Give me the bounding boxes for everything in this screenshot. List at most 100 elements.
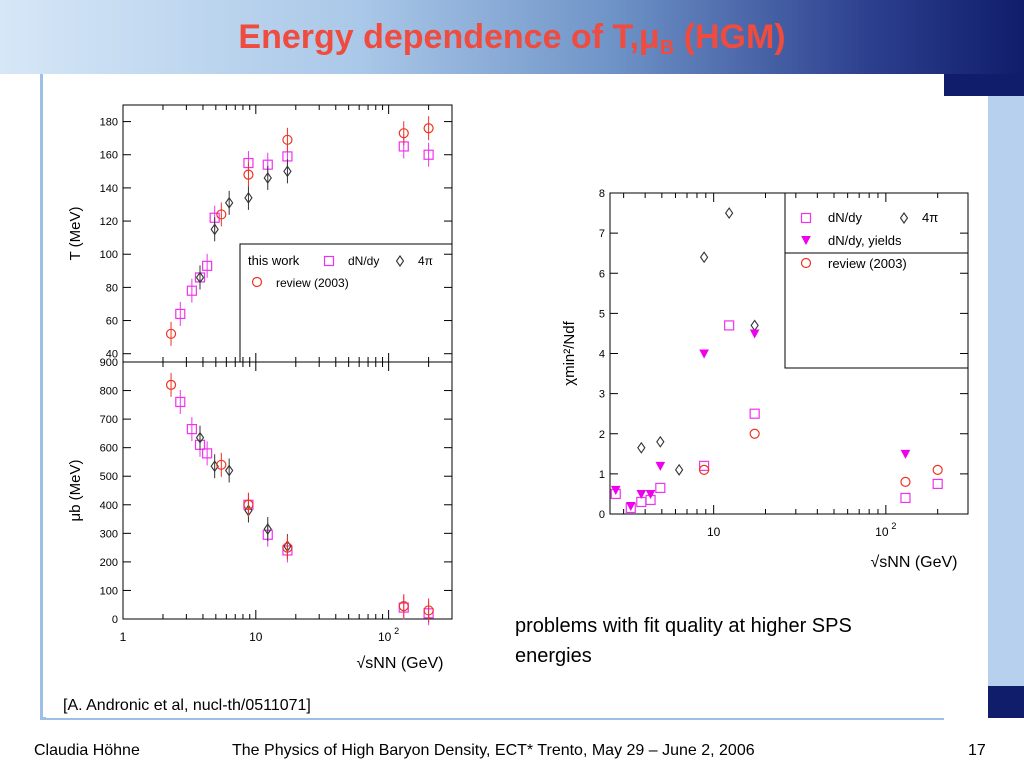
chart-right-frame: [609, 192, 969, 515]
data-point: [423, 605, 434, 616]
data-point: [282, 134, 293, 145]
y-tick-label: 500: [100, 471, 118, 483]
legend-label: dN/dy: [348, 254, 379, 268]
legend-marker: [251, 276, 263, 288]
data-point: [202, 448, 213, 459]
data-point: [749, 428, 760, 439]
data-point: [210, 223, 219, 236]
data-point: [932, 478, 943, 490]
data-point: [749, 329, 760, 339]
title-subscript: B: [659, 37, 675, 59]
data-point: [699, 349, 709, 359]
data-point: [224, 464, 234, 477]
footer-author: Claudia Höhne: [34, 742, 140, 759]
y-tick-label: 80: [106, 282, 118, 294]
legend-box: [784, 193, 968, 369]
data-point: [645, 489, 656, 500]
x-tick-label: 10: [875, 525, 889, 539]
title-bar: [0, 0, 1024, 74]
data-point: [900, 492, 911, 504]
y-tick-label: 900: [100, 357, 118, 369]
legend-marker: [800, 257, 812, 269]
content-frame: [40, 74, 944, 720]
y-tick-label: 700: [100, 414, 118, 426]
y-tick-label: 1: [599, 469, 605, 481]
x-tick-label: 10: [378, 630, 392, 644]
data-point: [244, 191, 253, 204]
legend-label: 4π: [418, 254, 433, 268]
y-tick-label: 60: [106, 316, 118, 328]
data-point: [216, 459, 227, 470]
reference-text: [A. Andronic et al, nucl-th/0511071]: [63, 697, 311, 714]
data-point: [195, 431, 205, 444]
y-tick-label: 4: [599, 349, 605, 361]
y-tick-label: 2: [599, 429, 605, 441]
legend-box: [239, 243, 452, 362]
y-tick-label: 8: [599, 188, 605, 200]
legend-label: dN/dy: [828, 210, 862, 225]
data-point: [202, 260, 213, 271]
data-point: [186, 285, 197, 296]
legend-marker: [323, 255, 335, 267]
slide-title: Energy dependence of T,μB (HGM): [0, 18, 1024, 60]
y-axis-title: χmin²/Ndf: [561, 320, 578, 385]
x-tick-label-exponent: 2: [394, 626, 399, 636]
data-point: [724, 207, 734, 220]
data-point: [243, 169, 254, 180]
legend-marker: [899, 212, 909, 224]
y-tick-label: 800: [100, 386, 118, 398]
title-main: Energy dependence of T,μ: [238, 18, 660, 56]
y-tick-label: 40: [106, 349, 118, 361]
y-tick-label: 600: [100, 443, 118, 455]
data-point: [636, 489, 647, 500]
data-point: [216, 209, 227, 220]
data-point: [263, 523, 272, 536]
x-tick-label-exponent: 2: [891, 521, 896, 531]
data-point: [932, 464, 943, 475]
data-point: [674, 463, 684, 476]
data-point: [175, 396, 186, 408]
y-tick-label: 400: [100, 500, 118, 512]
data-point: [655, 482, 666, 494]
y-tick-label: 6: [599, 268, 605, 280]
x-tick-label: 10: [249, 630, 263, 644]
data-point: [637, 441, 646, 454]
data-point: [900, 476, 911, 487]
data-point: [398, 128, 409, 139]
legend-marker: [395, 255, 405, 267]
comment-text: problems with fit quality at higher SPS …: [515, 615, 852, 667]
data-point: [165, 379, 177, 390]
data-point: [224, 196, 234, 209]
data-point: [749, 408, 760, 419]
legend-label: review (2003): [828, 256, 907, 271]
x-axis-title: √sNN (GeV): [356, 655, 443, 672]
y-tick-label: 7: [599, 228, 605, 240]
y-tick-label: 180: [100, 117, 118, 129]
legend-label: review (2003): [276, 276, 349, 290]
y-tick-label: 3: [599, 389, 605, 401]
y-tick-label: 0: [112, 614, 118, 626]
legend-title: this work: [248, 253, 300, 268]
data-point: [625, 501, 636, 512]
data-point: [423, 123, 434, 134]
y-axis-title: T (MeV): [67, 207, 84, 261]
data-point: [724, 320, 735, 331]
x-axis-title: √sNN (GeV): [870, 554, 957, 571]
y-axis-title: μb (MeV): [67, 460, 84, 522]
data-point: [750, 319, 759, 332]
legend-marker: [801, 236, 811, 246]
y-tick-label: 300: [100, 528, 118, 540]
data-point: [195, 271, 205, 284]
data-point: [656, 435, 665, 448]
footer: Claudia Höhne The Physics of High Baryon…: [0, 740, 1024, 768]
chart-bottom-left-frame: [122, 361, 453, 620]
x-tick-label: 10: [707, 525, 721, 539]
y-tick-label: 5: [599, 308, 605, 320]
data-point: [699, 460, 710, 471]
data-point: [655, 461, 666, 471]
corner-bar-top: [944, 74, 1024, 96]
data-point: [283, 165, 292, 178]
data-point: [243, 499, 254, 510]
data-point: [165, 328, 177, 339]
